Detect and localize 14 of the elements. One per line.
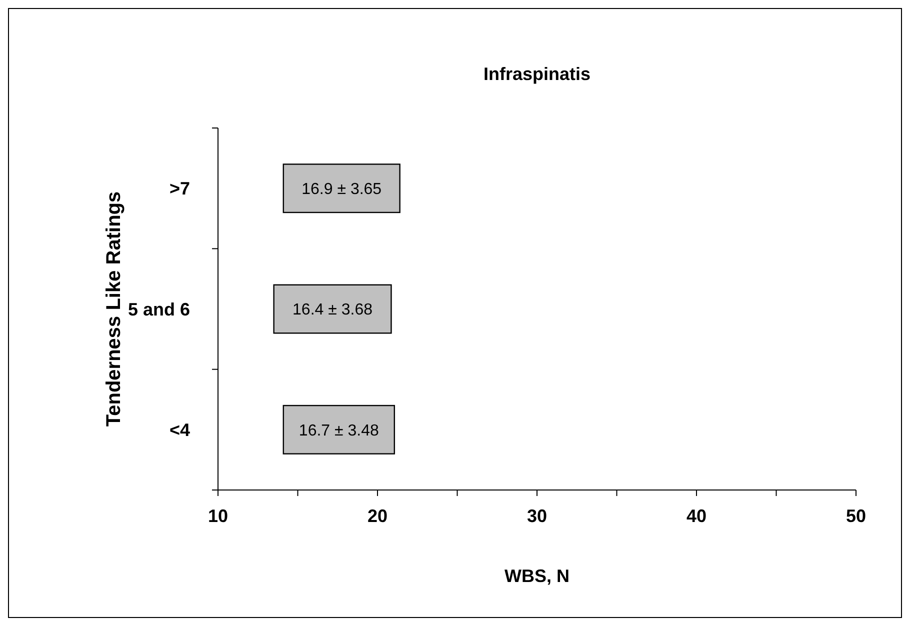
x-tick-label: 20 — [367, 506, 388, 526]
y-axis-title: Tenderness Like Ratings — [103, 191, 125, 427]
x-tick-label: 10 — [208, 506, 228, 526]
x-tick-label: 50 — [846, 506, 866, 526]
y-tick-label: >7 — [169, 178, 190, 199]
x-tick-label: 30 — [526, 506, 548, 526]
y-tick-label: <4 — [169, 420, 190, 440]
annotation: 16.4 ± 3.68 — [292, 302, 373, 319]
x-axis-title: WBS, N — [504, 566, 570, 586]
x-tick-label: 40 — [686, 506, 707, 526]
chart-title: Infraspinatis — [483, 64, 591, 84]
annotation: 16.9 ± 3.65 — [302, 180, 382, 198]
annotation: 16.7 ± 3.48 — [298, 422, 379, 440]
y-tick-label: 5 and 6 — [128, 299, 190, 320]
